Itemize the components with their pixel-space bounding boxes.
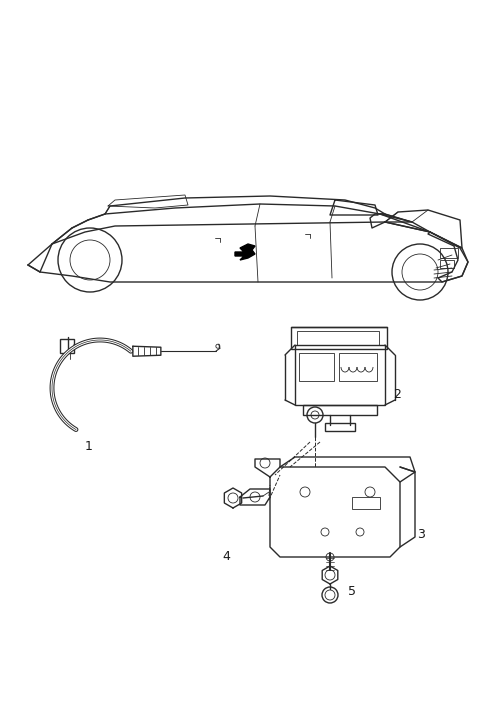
Bar (291, 327, 387, 349)
Bar (295, 345, 385, 405)
Bar (297, 331, 379, 345)
Bar (303, 405, 377, 415)
Text: 1: 1 (85, 440, 93, 453)
Text: 5: 5 (348, 585, 356, 598)
Text: 3: 3 (417, 528, 425, 541)
Bar (60, 339, 74, 353)
Bar (440, 260, 454, 268)
Bar (440, 248, 458, 258)
Bar (339, 353, 377, 381)
Text: 4: 4 (222, 550, 230, 563)
Polygon shape (235, 244, 255, 260)
Text: 2: 2 (393, 388, 401, 401)
Bar (325, 423, 355, 431)
Bar (299, 353, 334, 381)
Bar (352, 497, 380, 509)
